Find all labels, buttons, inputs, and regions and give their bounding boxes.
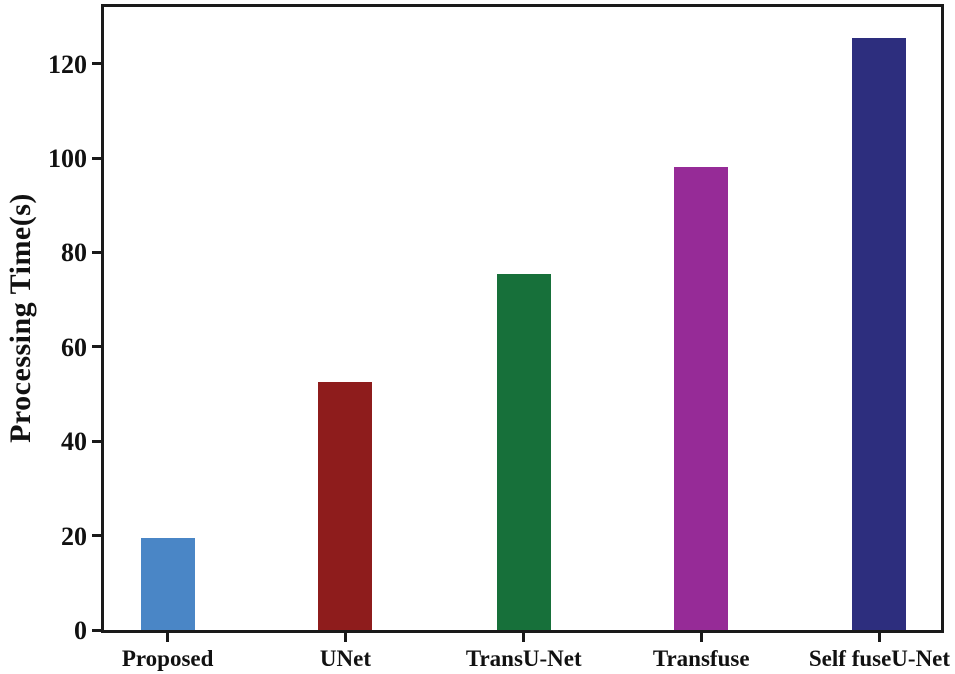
- y-tick-mark: [92, 345, 101, 349]
- x-tick-mark: [343, 633, 347, 642]
- x-tick-label: UNet: [319, 646, 372, 671]
- x-tick-label: Proposed: [121, 646, 214, 671]
- y-tick-label: 20: [61, 521, 87, 551]
- x-tick-mark: [699, 633, 703, 642]
- plot-area: [101, 4, 944, 633]
- y-tick-label: 80: [61, 238, 87, 268]
- bar-self-fuseu-net: [852, 37, 907, 630]
- y-tick-mark: [92, 439, 101, 443]
- x-tick-label: Self fuseU-Net: [808, 646, 951, 671]
- x-tick-mark: [522, 633, 526, 642]
- y-tick-mark: [92, 62, 101, 66]
- x-tick-mark: [166, 633, 170, 642]
- bar-proposed: [140, 537, 195, 630]
- bar-transfuse: [674, 167, 729, 630]
- bar-unet: [318, 382, 373, 630]
- x-tick-label: TransU-Net: [465, 646, 582, 671]
- y-tick-mark: [92, 534, 101, 538]
- y-tick-label: 120: [48, 49, 87, 79]
- x-tick-label: Transfuse: [652, 646, 750, 671]
- y-tick-label: 0: [74, 616, 87, 645]
- bar-transu-net: [496, 273, 551, 630]
- y-tick-label: 60: [61, 332, 87, 362]
- y-tick-mark: [92, 156, 101, 160]
- y-tick-mark: [92, 250, 101, 254]
- y-tick-label: 100: [48, 144, 87, 174]
- x-tick-mark: [877, 633, 881, 642]
- y-tick-mark: [92, 628, 101, 632]
- y-tick-label: 40: [61, 427, 87, 457]
- y-axis-label: Processing Time(s): [4, 193, 37, 443]
